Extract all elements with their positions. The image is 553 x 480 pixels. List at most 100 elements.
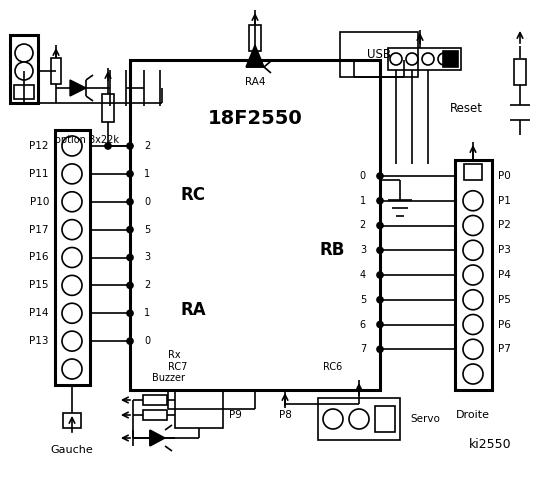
Text: P10: P10	[30, 197, 49, 207]
Text: P16: P16	[29, 252, 49, 263]
Bar	[318, 398, 400, 440]
Circle shape	[377, 198, 383, 204]
Text: P7: P7	[498, 344, 511, 354]
Circle shape	[377, 322, 383, 327]
Bar	[175, 390, 223, 428]
Text: Buzzer: Buzzer	[152, 373, 185, 383]
Circle shape	[62, 220, 82, 240]
Text: 2: 2	[360, 220, 366, 230]
Text: Reset: Reset	[450, 101, 483, 115]
Text: RC: RC	[180, 186, 205, 204]
Text: 0: 0	[360, 171, 366, 181]
Circle shape	[127, 143, 133, 149]
Circle shape	[377, 173, 383, 179]
Text: 5: 5	[360, 295, 366, 305]
Circle shape	[349, 409, 369, 429]
Bar	[143, 395, 167, 405]
Circle shape	[127, 282, 133, 288]
Text: P12: P12	[29, 141, 49, 151]
Text: P0: P0	[498, 171, 511, 181]
Text: 1: 1	[144, 308, 150, 318]
Text: 0: 0	[144, 197, 150, 207]
Bar	[130, 60, 380, 390]
Text: 1: 1	[360, 196, 366, 206]
Circle shape	[323, 409, 343, 429]
Circle shape	[62, 359, 82, 379]
Bar	[375, 406, 395, 432]
Circle shape	[377, 223, 383, 228]
Circle shape	[127, 171, 133, 177]
Text: P2: P2	[498, 220, 511, 230]
Circle shape	[377, 272, 383, 278]
Text: P1: P1	[498, 196, 511, 206]
Text: 0: 0	[144, 336, 150, 346]
Text: USB: USB	[367, 48, 391, 60]
Text: Gauche: Gauche	[51, 445, 93, 455]
Text: P14: P14	[29, 308, 49, 318]
Text: ki2550: ki2550	[469, 439, 512, 452]
Text: 18F2550: 18F2550	[207, 108, 302, 128]
Text: P3: P3	[498, 245, 511, 255]
Circle shape	[15, 62, 33, 80]
Circle shape	[406, 53, 418, 65]
Text: RC6: RC6	[323, 362, 342, 372]
Circle shape	[62, 276, 82, 295]
Bar	[514, 59, 526, 85]
Text: 5: 5	[144, 225, 150, 235]
Text: 6: 6	[360, 320, 366, 329]
Text: P15: P15	[29, 280, 49, 290]
Circle shape	[15, 44, 33, 62]
Circle shape	[62, 192, 82, 212]
Text: RB: RB	[320, 241, 345, 259]
Circle shape	[463, 265, 483, 285]
Circle shape	[105, 143, 111, 149]
Circle shape	[422, 53, 434, 65]
Text: RA4: RA4	[245, 77, 265, 87]
Text: 4: 4	[360, 270, 366, 280]
Text: Servo: Servo	[410, 414, 440, 424]
Circle shape	[62, 164, 82, 184]
Bar	[443, 51, 458, 67]
Text: 3: 3	[360, 245, 366, 255]
Circle shape	[463, 191, 483, 211]
Circle shape	[127, 310, 133, 316]
Circle shape	[463, 240, 483, 260]
Circle shape	[62, 303, 82, 323]
Text: RA: RA	[180, 301, 206, 319]
Circle shape	[463, 364, 483, 384]
Text: 2: 2	[144, 141, 150, 151]
Text: P9: P9	[228, 410, 242, 420]
Circle shape	[127, 199, 133, 205]
Bar	[388, 48, 461, 70]
Circle shape	[127, 227, 133, 233]
Circle shape	[62, 248, 82, 267]
Bar	[14, 85, 34, 99]
Polygon shape	[150, 430, 165, 446]
Text: RC7: RC7	[168, 362, 187, 372]
Circle shape	[127, 254, 133, 261]
Polygon shape	[246, 45, 264, 67]
Bar	[63, 413, 81, 428]
Circle shape	[463, 314, 483, 335]
Text: P8: P8	[279, 410, 291, 420]
Text: 2: 2	[144, 280, 150, 290]
Text: 3: 3	[144, 252, 150, 263]
Text: P17: P17	[29, 225, 49, 235]
Text: 1: 1	[144, 169, 150, 179]
Text: 7: 7	[360, 344, 366, 354]
Text: P6: P6	[498, 320, 511, 329]
Circle shape	[390, 53, 402, 65]
Circle shape	[463, 339, 483, 359]
Polygon shape	[70, 80, 86, 96]
Circle shape	[377, 297, 383, 303]
Circle shape	[62, 136, 82, 156]
Text: P13: P13	[29, 336, 49, 346]
Bar	[10, 35, 38, 103]
Text: Rx: Rx	[168, 350, 181, 360]
Circle shape	[438, 53, 450, 65]
Bar	[464, 164, 482, 180]
Circle shape	[377, 247, 383, 253]
Text: option 8x22k: option 8x22k	[55, 135, 119, 145]
Circle shape	[127, 338, 133, 344]
Bar	[340, 32, 418, 77]
